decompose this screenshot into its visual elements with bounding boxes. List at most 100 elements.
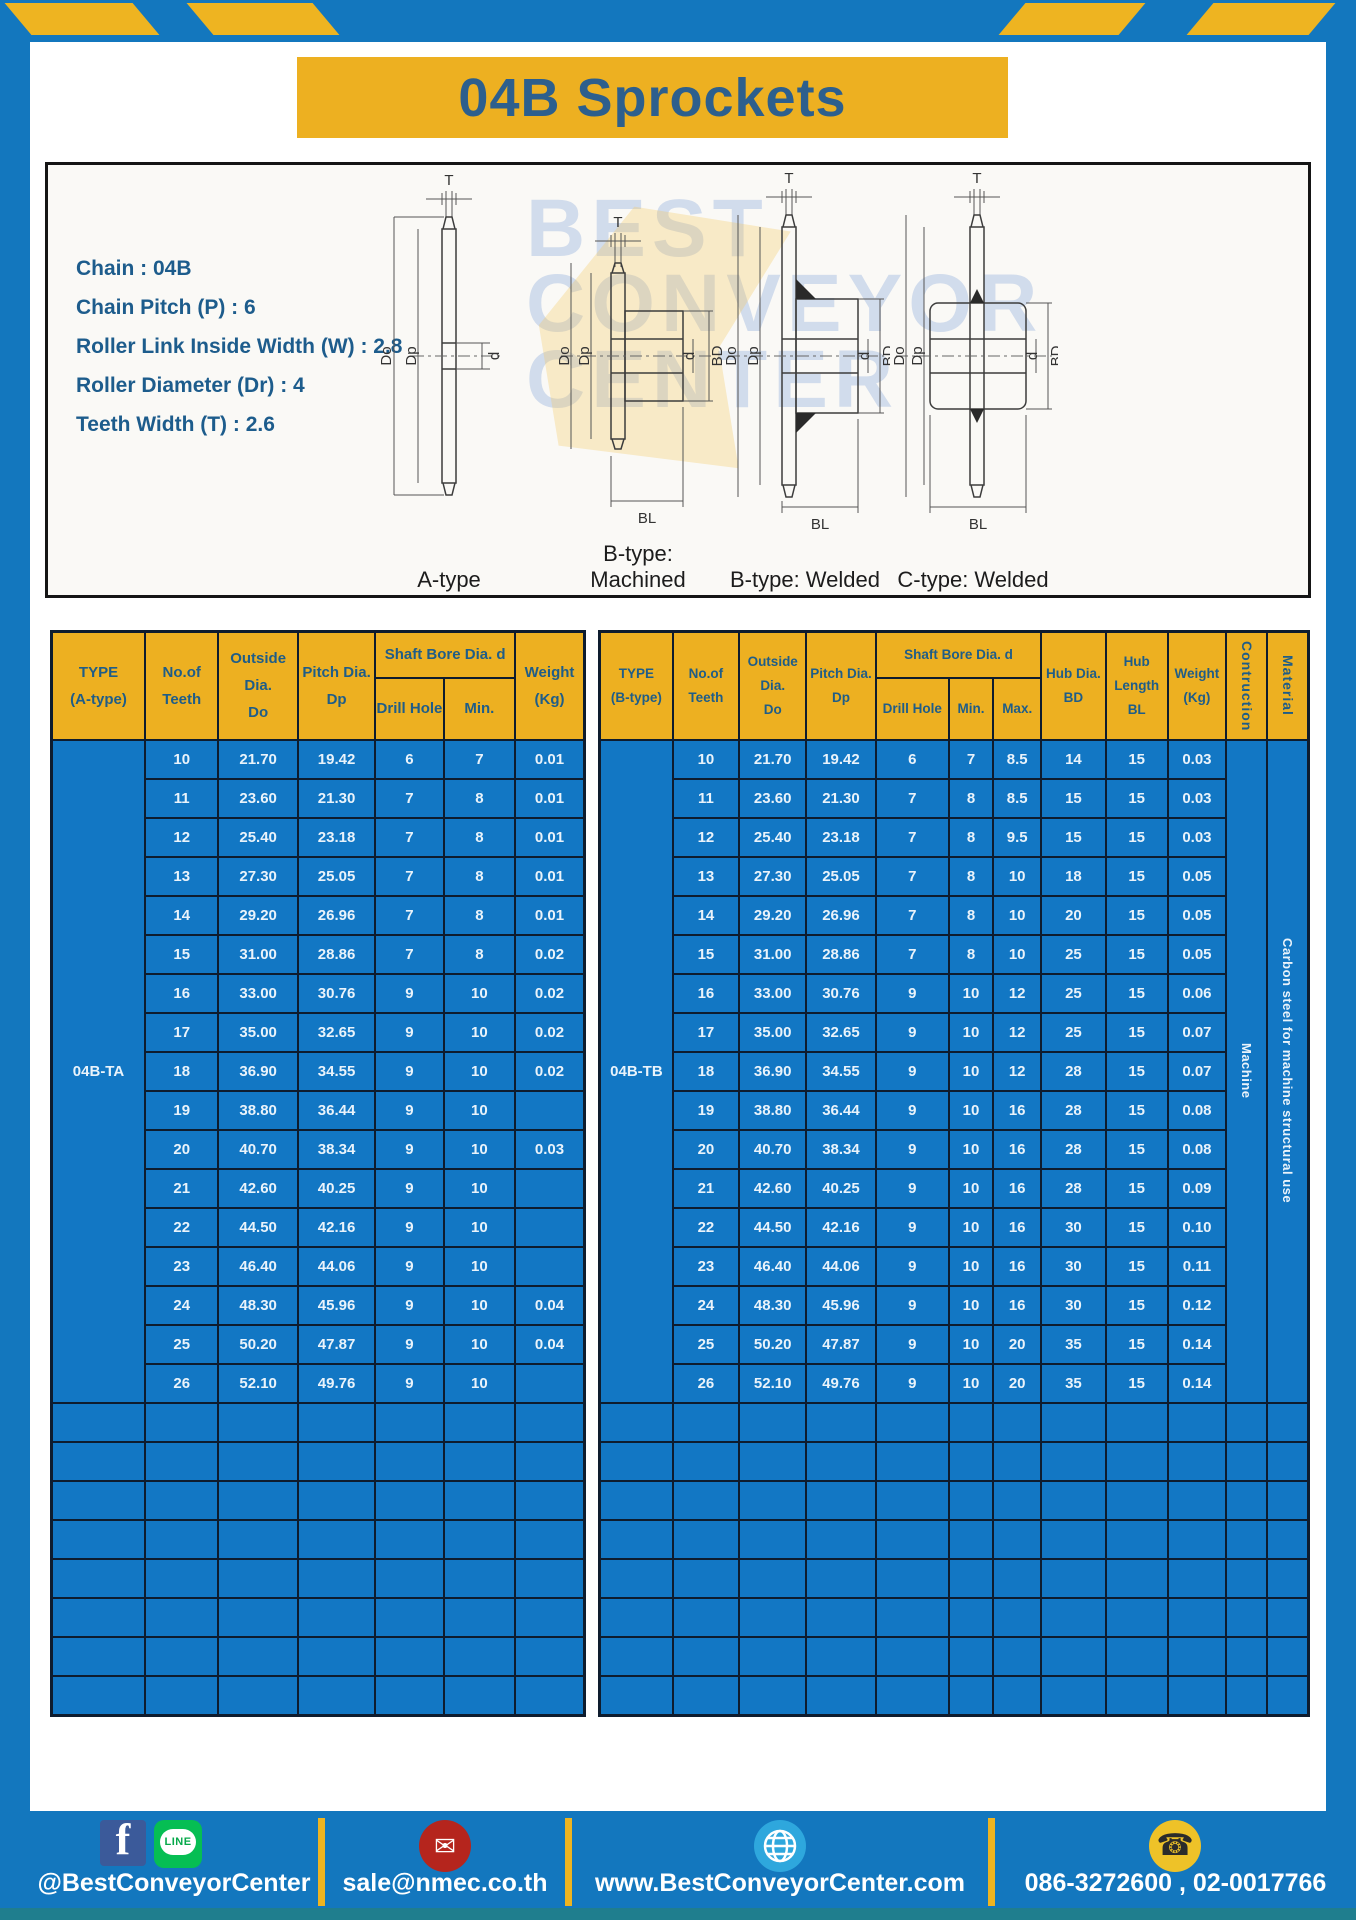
table-cell: 33.00: [738, 972, 808, 1014]
empty-cell: [374, 1518, 445, 1560]
table-cell: 26.96: [296, 894, 377, 936]
empty-cell: [374, 1557, 445, 1599]
empty-cell: [805, 1674, 877, 1716]
table-cell: 45.96: [805, 1284, 877, 1326]
table-cell: 15: [1104, 1089, 1169, 1131]
table-cell: [514, 1245, 586, 1287]
footer-divider: [318, 1818, 325, 1906]
table-cell: 42.16: [805, 1206, 877, 1248]
table-cell: 16: [992, 1284, 1043, 1326]
table-cell: 10: [947, 1050, 995, 1092]
table-cell: 19.42: [805, 738, 877, 780]
table-cell: 40.25: [296, 1167, 377, 1209]
empty-cell: [1225, 1596, 1269, 1638]
col-header-type: TYPE (A-type): [50, 630, 147, 741]
table-cell: 13: [671, 855, 741, 897]
empty-cell: [598, 1596, 674, 1638]
table-cell: 50.20: [217, 1323, 299, 1365]
table-cell: 11: [144, 777, 220, 819]
empty-cell: [671, 1479, 741, 1521]
dim-label-d: d: [1024, 352, 1041, 360]
empty-cell: [1225, 1401, 1269, 1443]
table-cell: 50.20: [738, 1323, 808, 1365]
col-header-outside-dia: Outside Dia. Do: [738, 630, 808, 741]
empty-cell: [1166, 1674, 1228, 1716]
table-cell: 25.05: [805, 855, 877, 897]
empty-cell: [805, 1401, 877, 1443]
empty-cell: [144, 1674, 220, 1716]
table-cell: 10: [947, 1284, 995, 1326]
dim-label-do: Do: [378, 346, 395, 365]
col-header-teeth: No.of Teeth: [144, 630, 220, 741]
table-cell: 15: [1104, 1362, 1169, 1404]
table-cell: 15: [1104, 1128, 1169, 1170]
footer-bottom-strip: [0, 1908, 1356, 1920]
dim-label-dp: Dp: [576, 346, 593, 365]
empty-cell: [50, 1479, 147, 1521]
table-cell: 15: [1104, 1011, 1169, 1053]
empty-cell: [947, 1596, 995, 1638]
empty-cell: [50, 1440, 147, 1482]
table-cell: 35: [1040, 1362, 1107, 1404]
table-cell: 23: [671, 1245, 741, 1287]
table-cell: 9: [874, 1362, 950, 1404]
table-cell: 28: [1040, 1089, 1107, 1131]
dim-label-do: Do: [723, 346, 740, 365]
table-cell: 20: [671, 1128, 741, 1170]
table-cell: 9: [374, 1089, 445, 1131]
col-header-shaft-bore: Shaft Bore Dia. d: [874, 630, 1043, 679]
table-cell: 0.06: [1166, 972, 1228, 1014]
table-cell: 47.87: [805, 1323, 877, 1365]
empty-cell: [598, 1674, 674, 1716]
empty-cell: [442, 1440, 517, 1482]
table-cell: 15: [1104, 894, 1169, 936]
table-cell: 7: [947, 738, 995, 780]
table-cell: 23: [144, 1245, 220, 1287]
empty-cell: [598, 1479, 674, 1521]
table-cell: 13: [144, 855, 220, 897]
empty-cell: [874, 1518, 950, 1560]
table-cell: 0.01: [514, 816, 586, 858]
empty-cell: [738, 1440, 808, 1482]
empty-cell: [992, 1596, 1043, 1638]
col-header-hub-length: Hub Length BL: [1104, 630, 1169, 741]
table-cell: 15: [1104, 1167, 1169, 1209]
table-cell: 9: [374, 1167, 445, 1209]
table-cell: 0.05: [1166, 855, 1228, 897]
table-cell: 25.05: [296, 855, 377, 897]
type-cell: 04B-TB: [598, 738, 674, 1404]
empty-cell: [374, 1479, 445, 1521]
table-cell: 0.07: [1166, 1011, 1228, 1053]
empty-cell: [1166, 1479, 1228, 1521]
document-page: 04B Sprockets BEST CONVEYOR CENTER Chain…: [30, 42, 1326, 1811]
table-cell: 16: [992, 1206, 1043, 1248]
table-cell: 0.01: [514, 777, 586, 819]
empty-cell: [374, 1635, 445, 1677]
table-cell: 35: [1040, 1323, 1107, 1365]
table-cell: 9: [374, 1050, 445, 1092]
table-cell: 0.12: [1166, 1284, 1228, 1326]
table-cell: 15: [1104, 1323, 1169, 1365]
sprocket-table-a-type: TYPE (A-type) No.of Teeth Outside Dia. D…: [50, 630, 586, 1717]
table-cell: 23.18: [296, 816, 377, 858]
empty-cell: [947, 1635, 995, 1677]
col-header-type: TYPE (B-type): [598, 630, 674, 741]
empty-cell: [514, 1440, 586, 1482]
spec-line: Roller Link Inside Width (W) : 2.8: [76, 335, 403, 358]
empty-cell: [514, 1596, 586, 1638]
page-title: 04B Sprockets: [458, 67, 847, 128]
table-cell: 26: [144, 1362, 220, 1404]
empty-cell: [874, 1479, 950, 1521]
table-cell: 44.50: [217, 1206, 299, 1248]
empty-cell: [50, 1674, 147, 1716]
table-cell: 23.60: [217, 777, 299, 819]
table-cell: 0.02: [514, 1011, 586, 1053]
diagram-panel: BEST CONVEYOR CENTER Chain : 04B Chain P…: [45, 162, 1311, 598]
table-cell: 10: [442, 1362, 517, 1404]
empty-cell: [874, 1557, 950, 1599]
chain-specs: Chain : 04B Chain Pitch (P) : 6 Roller L…: [76, 249, 402, 444]
table-cell: 0.01: [514, 894, 586, 936]
table-cell: 23.18: [805, 816, 877, 858]
table-cell: 8: [947, 777, 995, 819]
table-cell: 28.86: [805, 933, 877, 975]
